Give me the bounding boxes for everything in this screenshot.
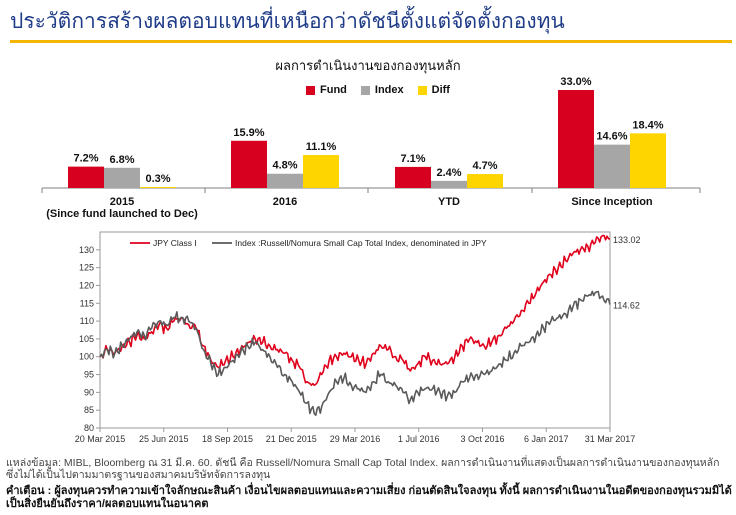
bar-label-fund-1: 15.9% bbox=[233, 127, 264, 139]
line-legend-label-fund: JPY Class I bbox=[153, 238, 197, 248]
y-tick-label-6: 110 bbox=[80, 316, 94, 326]
legend-item-fund: Fund bbox=[306, 84, 347, 96]
y-tick-label-10: 130 bbox=[79, 245, 94, 255]
bar-chart: 7.2% 6.8% 0.3% 2015(Since fund launched to … bbox=[41, 76, 701, 220]
source-note: แหล่งข้อมูล: MIBL, Bloomberg ณ 31 มี.ค. … bbox=[6, 457, 720, 481]
bar-label-index-1: 4.8% bbox=[272, 160, 297, 172]
legend-item-index: Index bbox=[360, 84, 404, 96]
bar-label-diff-2: 4.7% bbox=[472, 160, 497, 172]
legend-label-index: Index bbox=[374, 84, 404, 96]
bar-diff-3 bbox=[630, 133, 666, 188]
legend-label-fund: Fund bbox=[320, 84, 347, 96]
line-chart: 80 85 90 95 100 105 110 115 120 125 130 20 Mar 2015… bbox=[75, 231, 641, 444]
x-tick-label-3: 21 Dec 2015 bbox=[266, 434, 317, 444]
series-end-label-index: 114.62 bbox=[613, 301, 640, 311]
legend-swatch-fund bbox=[306, 85, 315, 95]
legend-swatch-index bbox=[360, 85, 370, 95]
bar-label-fund-0: 7.2% bbox=[73, 153, 98, 165]
bar-label-fund-2: 7.1% bbox=[400, 153, 425, 165]
x-tick-label-5: 1 Jul 2016 bbox=[398, 434, 440, 444]
bar-label-diff-1: 11.1% bbox=[306, 141, 337, 153]
y-tick-label-5: 105 bbox=[79, 334, 94, 344]
warning-note: คำเตือน : ผู้ลงทุนควรทำความเข้าใจลักษณะส… bbox=[6, 485, 732, 510]
x-tick-label-6: 3 Oct 2016 bbox=[460, 434, 504, 444]
bar-index-0 bbox=[104, 167, 140, 188]
x-tick-label-4: 29 Mar 2016 bbox=[330, 434, 381, 444]
title-underline bbox=[10, 40, 732, 43]
legend-swatch-diff bbox=[417, 85, 427, 95]
bar-index-2 bbox=[431, 180, 467, 188]
bar-label-index-0: 6.8% bbox=[109, 154, 134, 166]
bar-label-index-3: 14.6% bbox=[596, 131, 627, 143]
series-line-index bbox=[99, 290, 611, 417]
bar-chart-title: ผลการดำเนินงานของกองทุนหลัก bbox=[275, 58, 461, 73]
y-tick-label-7: 115 bbox=[80, 298, 94, 308]
legend-label-diff: Diff bbox=[431, 84, 450, 96]
bar-label-index-2: 2.4% bbox=[436, 167, 461, 179]
bar-label-diff-0: 0.3% bbox=[145, 173, 170, 185]
bar-category-sublabel-0: (Since fund launched to Dec) bbox=[46, 208, 198, 220]
legend-item-diff: Diff bbox=[417, 84, 450, 96]
line-legend-label-index: Index :Russell/Nomura Small Cap Total In… bbox=[235, 238, 487, 248]
bar-category-label-3: Since Inception bbox=[571, 196, 653, 208]
bar-fund-0 bbox=[68, 166, 104, 188]
y-tick-label-0: 80 bbox=[84, 423, 94, 433]
bar-category-label-2: YTD bbox=[438, 196, 460, 208]
y-tick-label-4: 100 bbox=[79, 352, 94, 362]
bar-diff-0 bbox=[140, 187, 176, 188]
bar-category-label-1: 2016 bbox=[273, 196, 297, 208]
bar-category-label-0: 2015 bbox=[110, 196, 134, 208]
bar-diff-1 bbox=[303, 155, 339, 188]
x-tick-label-1: 25 Jun 2015 bbox=[139, 434, 189, 444]
bar-index-3 bbox=[594, 144, 630, 188]
y-tick-label-3: 95 bbox=[84, 370, 94, 380]
x-tick-label-0: 20 Mar 2015 bbox=[75, 434, 126, 444]
bar-label-fund-3: 33.0% bbox=[560, 76, 591, 88]
bar-fund-3 bbox=[558, 90, 594, 188]
bar-fund-2 bbox=[395, 166, 431, 188]
bar-fund-1 bbox=[231, 140, 267, 188]
page-title: ประวัติการสร้างผลตอบแทนที่เหนือกว่าดัชนี… bbox=[10, 10, 565, 33]
x-tick-label-8: 31 Mar 2017 bbox=[585, 434, 636, 444]
bar-diff-2 bbox=[467, 174, 503, 188]
bar-index-1 bbox=[267, 173, 303, 188]
line-plot-area bbox=[99, 231, 611, 429]
y-tick-label-8: 120 bbox=[79, 280, 94, 290]
bar-label-diff-3: 18.4% bbox=[632, 119, 663, 131]
y-tick-label-1: 85 bbox=[84, 405, 94, 415]
bar-chart-legend: Fund Index Diff bbox=[306, 84, 450, 96]
x-tick-label-2: 18 Sep 2015 bbox=[202, 434, 253, 444]
y-tick-label-9: 125 bbox=[79, 263, 94, 273]
y-tick-label-2: 90 bbox=[84, 387, 94, 397]
x-tick-label-7: 6 Jan 2017 bbox=[524, 434, 569, 444]
series-end-label-fund: 133.02 bbox=[613, 235, 641, 245]
